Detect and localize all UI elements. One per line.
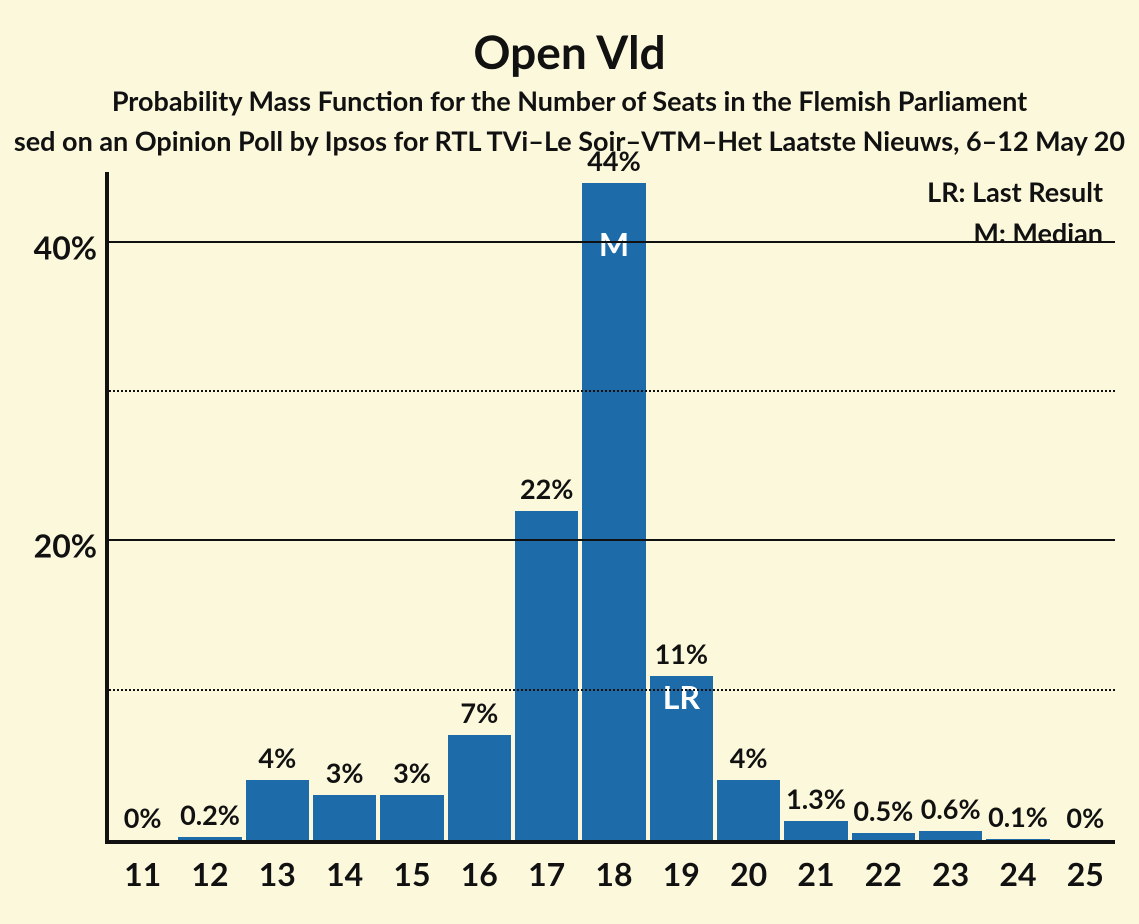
bar-slot: 0%11 [109,172,176,840]
bar [515,511,578,840]
bar-slot: 0.2%12 [176,172,243,840]
bar-value-label: 3% [378,756,445,789]
bar-slot: 11%LR19 [648,172,715,840]
bar-slot: 0.5%22 [850,172,917,840]
bar [582,183,645,840]
x-tick-label: 21 [782,854,849,893]
bar [313,795,376,840]
bar-value-label: 7% [446,696,513,729]
bar [448,735,511,840]
y-tick-label: 40% [34,227,97,266]
bar-value-label: 11% [648,637,715,670]
figure: Open Vld Probability Mass Function for t… [0,0,1139,924]
x-tick-label: 14 [311,854,378,893]
x-tick-label: 18 [580,854,647,893]
bar-slot: 3%14 [311,172,378,840]
bar-value-label: 0% [109,801,176,834]
x-tick-label: 23 [917,854,984,893]
x-tick-label: 19 [648,854,715,893]
bar [784,821,847,840]
bar-value-label: 44% [580,144,647,177]
x-tick-label: 15 [378,854,445,893]
bar-slot: 4%20 [715,172,782,840]
chart-title: Open Vld [0,24,1139,79]
x-tick-label: 25 [1052,854,1119,893]
bar [919,831,982,840]
bar-slot: 22%17 [513,172,580,840]
bar [246,780,309,840]
gridline-major [109,539,1115,541]
bar-slot: 7%16 [446,172,513,840]
bar-slot: 3%15 [378,172,445,840]
bar-value-label: 0.2% [176,798,243,831]
bar-value-label: 22% [513,472,580,505]
x-tick-label: 24 [984,854,1051,893]
bars-container: 0%110.2%124%133%143%157%1622%1744%M1811%… [109,172,1115,840]
x-tick-label: 12 [176,854,243,893]
bar-slot: 0.6%23 [917,172,984,840]
bar [178,837,241,840]
gridline-minor [109,390,1115,392]
bar-value-label: 0.5% [850,794,917,827]
y-tick-label: 20% [34,526,97,565]
chart-source: sed on an Opinion Poll by Ipsos for RTL … [0,124,1139,157]
bar-slot: 44%M18 [580,172,647,840]
chart-subtitle: Probability Mass Function for the Number… [0,84,1139,117]
bar-value-label: 0% [1052,801,1119,834]
bar-value-label: 3% [311,756,378,789]
gridline-minor [109,689,1115,691]
x-tick-label: 20 [715,854,782,893]
bar-value-label: 1.3% [782,782,849,815]
gridline-major [109,241,1115,243]
bar-value-label: 0.1% [984,800,1051,833]
bar-value-label: 4% [244,741,311,774]
x-tick-label: 11 [109,854,176,893]
bar-slot: 0%25 [1052,172,1119,840]
bar-slot: 4%13 [244,172,311,840]
bar-value-label: 0.6% [917,792,984,825]
bar [380,795,443,840]
bar [717,780,780,840]
x-tick-label: 17 [513,854,580,893]
bar-slot: 1.3%21 [782,172,849,840]
x-tick-label: 13 [244,854,311,893]
bar [852,833,915,840]
bar-slot: 0.1%24 [984,172,1051,840]
bar-annotation: LR [648,677,715,716]
bar [986,839,1049,840]
plot-area: LR: Last Result M: Median 0%110.2%124%13… [105,172,1115,844]
x-tick-label: 22 [850,854,917,893]
x-tick-label: 16 [446,854,513,893]
bar-annotation: M [580,224,647,263]
bar-value-label: 4% [715,741,782,774]
